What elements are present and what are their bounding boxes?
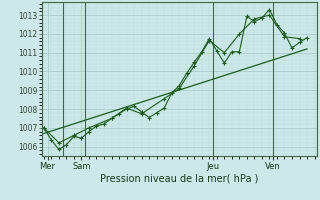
X-axis label: Pression niveau de la mer( hPa ): Pression niveau de la mer( hPa ): [100, 173, 258, 183]
